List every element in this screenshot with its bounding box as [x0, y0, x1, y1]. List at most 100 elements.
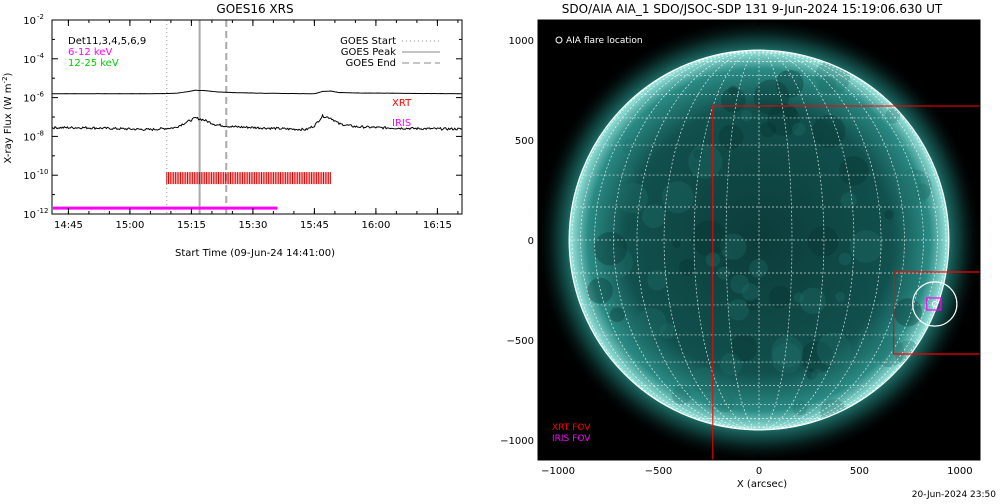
- goes-y-tick-exponent: -10: [37, 168, 48, 176]
- solar-texture-blob: [672, 385, 692, 405]
- longitude-line: [758, 49, 793, 431]
- flare-location-inner-circle: [931, 301, 938, 307]
- solar-texture-blob: [642, 204, 666, 229]
- solar-texture-blob: [727, 299, 750, 321]
- aia-y-tick-label: 0: [528, 236, 534, 247]
- solar-texture-blob: [816, 332, 852, 367]
- longitude-line: [571, 49, 760, 431]
- solar-texture-blob: [741, 283, 759, 301]
- solar-texture-blob: [792, 122, 806, 136]
- goes-legend-left: Det11,3,4,5,6,9 6-12 keV 12-25 keV: [68, 36, 146, 69]
- solar-texture-blob: [840, 192, 857, 209]
- longitude-line: [758, 49, 825, 431]
- solar-texture-blob: [753, 79, 790, 115]
- solar-texture-blob: [593, 231, 628, 266]
- longitude-line: [758, 49, 882, 431]
- solar-texture-blob: [719, 352, 743, 376]
- solar-texture-blob: [760, 121, 777, 138]
- longitude-line: [636, 49, 760, 431]
- solar-texture-blob: [718, 124, 744, 150]
- aia-x-tick-label: 500: [850, 466, 869, 477]
- solar-texture-blob: [672, 239, 681, 249]
- solar-texture-blob: [807, 226, 839, 257]
- longitude-line: [758, 49, 905, 431]
- solar-texture-blob: [884, 209, 894, 220]
- solar-texture-blob: [792, 400, 808, 416]
- solar-texture-blob: [717, 266, 730, 280]
- goes-y-tick-label: 10: [23, 16, 36, 27]
- longitude-line: [663, 49, 760, 431]
- goes-y-axis-label-exponent: -2: [1, 76, 9, 83]
- solar-texture-blob: [893, 298, 922, 327]
- solar-texture-blob: [601, 246, 633, 278]
- goes-long-channel-line: [51, 89, 463, 95]
- solar-texture-blob: [609, 307, 625, 323]
- goes-x-tick-label: 15:45: [300, 220, 329, 231]
- iris-fov-box: [926, 297, 942, 311]
- flare-legend-symbol: [555, 36, 563, 44]
- xrt-observation-ticks-group: [166, 172, 331, 185]
- solar-limb: [568, 49, 950, 431]
- solar-texture-blob: [784, 106, 797, 119]
- solar-texture-blob: [873, 336, 904, 367]
- goes-y-axis-label: X-ray Flux (W m-2): [1, 72, 14, 163]
- goes-y-axis-label-text: X-ray Flux (W m: [3, 83, 14, 163]
- longitude-line: [758, 49, 855, 431]
- solar-texture-blob: [819, 76, 837, 94]
- heliographic-grid: [569, 49, 949, 431]
- solar-texture-blob: [688, 144, 723, 179]
- legend-6-12-kev: 6-12 keV: [68, 47, 112, 58]
- solar-texture-blob: [793, 292, 804, 303]
- solar-texture-blob: [895, 169, 932, 206]
- solar-texture-blob: [730, 334, 758, 362]
- solar-texture-blob: [771, 335, 804, 368]
- goes-y-tick-exponent: -8: [37, 129, 44, 137]
- solar-texture-blob: [730, 274, 750, 294]
- longitude-line: [758, 49, 924, 431]
- goes-y-tick-label: 10: [23, 94, 36, 105]
- solar-texture-blob: [806, 368, 818, 380]
- aia-y-tick-label: −1000: [500, 436, 534, 447]
- solar-texture-blob: [587, 277, 613, 304]
- solar-texture-blob: [619, 163, 634, 178]
- longitude-line: [758, 49, 938, 431]
- longitude-line: [594, 49, 760, 431]
- goes-x-axis: 14:45 15:00 15:15 15:30 15:45 16:00 16:15: [54, 20, 459, 231]
- longitude-line: [693, 49, 760, 431]
- solar-texture-blob: [885, 108, 901, 124]
- solar-texture-blob: [897, 267, 922, 291]
- solar-texture-blob: [679, 259, 696, 276]
- legend-goes-end-label: GOES End: [346, 58, 396, 69]
- svg-text:X-ray Flux (W m-2): X-ray Flux (W m-2): [1, 72, 14, 163]
- legend-detectors: Det11,3,4,5,6,9: [68, 36, 146, 47]
- solar-texture-blob: [799, 287, 826, 315]
- aia-x-tick-label: −500: [645, 466, 672, 477]
- solar-texture-blob: [771, 342, 803, 374]
- aia-image-title: SDO/AIA AIA_1 SDO/JSOC-SDP 131 9-Jun-202…: [562, 2, 943, 16]
- solar-texture-blob: [746, 297, 759, 311]
- goes-lightcurve-panel: GOES16 XRS X-ray Flux (W m-2) 14:45 15:00…: [1, 2, 463, 259]
- longitude-line: [758, 49, 947, 431]
- aia-x-tick-label: 1000: [947, 466, 972, 477]
- solar-texture-blob: [838, 252, 852, 266]
- legend-goes-peak-label: GOES Peak: [341, 47, 396, 58]
- goes-x-tick-label: 14:45: [54, 220, 83, 231]
- longitude-line: [725, 49, 760, 431]
- xrt-annotation: XRT: [392, 98, 412, 109]
- solar-texture-blob: [691, 220, 728, 257]
- goes-short-channel-line: [51, 113, 463, 132]
- goes-y-tick-exponent: -2: [37, 13, 44, 21]
- goes-y-tick-label: 10: [23, 55, 36, 66]
- flare-location-circle: [912, 281, 958, 327]
- solar-texture-blob: [691, 367, 718, 394]
- goes-y-tick-label: 10: [23, 210, 36, 221]
- solar-texture-blob: [636, 307, 667, 339]
- aia-y-tick-label: 1000: [509, 36, 534, 47]
- goes-x-tick-label: 16:00: [361, 220, 390, 231]
- plot-timestamp: 20-Jun-2024 23:50: [912, 490, 996, 500]
- solar-texture-blob: [914, 183, 931, 200]
- legend-goes-start-label: GOES Start: [340, 36, 396, 47]
